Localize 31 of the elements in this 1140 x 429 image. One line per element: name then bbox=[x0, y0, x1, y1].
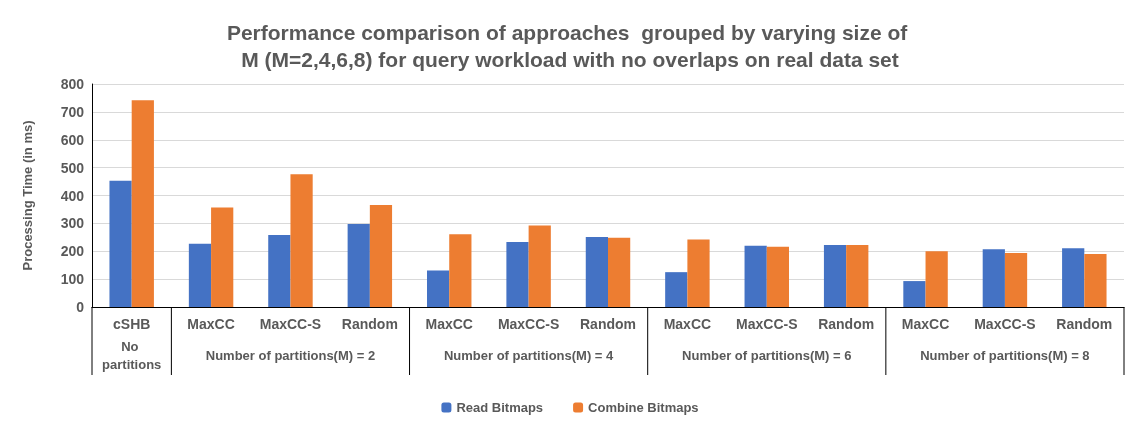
legend-label: Read Bitmaps bbox=[456, 400, 544, 415]
x-tick-label: MaxCC-S bbox=[497, 316, 560, 332]
text: Number of partitions(M) = 2 bbox=[205, 347, 376, 363]
text: Number of partitions(M) = 4 bbox=[443, 347, 615, 363]
y-tick-label: 300 bbox=[60, 215, 85, 232]
text: Number of partitions(M) = 8 bbox=[920, 347, 1090, 363]
x-tick-label: Random bbox=[1056, 316, 1113, 332]
y-tick-label: 200 bbox=[60, 243, 85, 260]
y-tick-label: 700 bbox=[60, 103, 85, 120]
y-tick-label: 400 bbox=[60, 187, 85, 204]
x-tick-label: MaxCC-S bbox=[736, 316, 798, 332]
y-tick-label: 600 bbox=[60, 131, 85, 148]
x-tick-label: MaxCC bbox=[425, 316, 473, 332]
x-tick-label: Random bbox=[341, 316, 398, 332]
x-tick-label: cSHB bbox=[113, 316, 151, 332]
y-tick-label: 800 bbox=[60, 76, 85, 92]
x-tick-label: MaxCC bbox=[663, 316, 712, 332]
x-tick-label: Random bbox=[580, 316, 636, 332]
x-tick-label: MaxCC bbox=[187, 316, 235, 332]
y-tick-label: 0 bbox=[76, 299, 85, 315]
x-tick-label: MaxCC-S bbox=[259, 316, 322, 332]
x-tick-label: MaxCC bbox=[901, 316, 950, 332]
legend-label: Combine Bitmaps bbox=[588, 400, 699, 415]
x-tick-label: Random bbox=[818, 316, 875, 332]
y-tick-label: 100 bbox=[60, 271, 85, 288]
chart-title: Performance comparison of approaches grouped by varying size of M (M=2,4,6,8) for query workload with no overlaps on real data set bbox=[226, 21, 914, 71]
y-axis-title: Processing Time (in ms) bbox=[20, 120, 35, 271]
text: No partitions bbox=[102, 338, 162, 372]
y-tick-label: 500 bbox=[60, 159, 85, 176]
text: Number of partitions(M) = 6 bbox=[682, 347, 852, 363]
x-tick-label: MaxCC-S bbox=[974, 316, 1036, 332]
